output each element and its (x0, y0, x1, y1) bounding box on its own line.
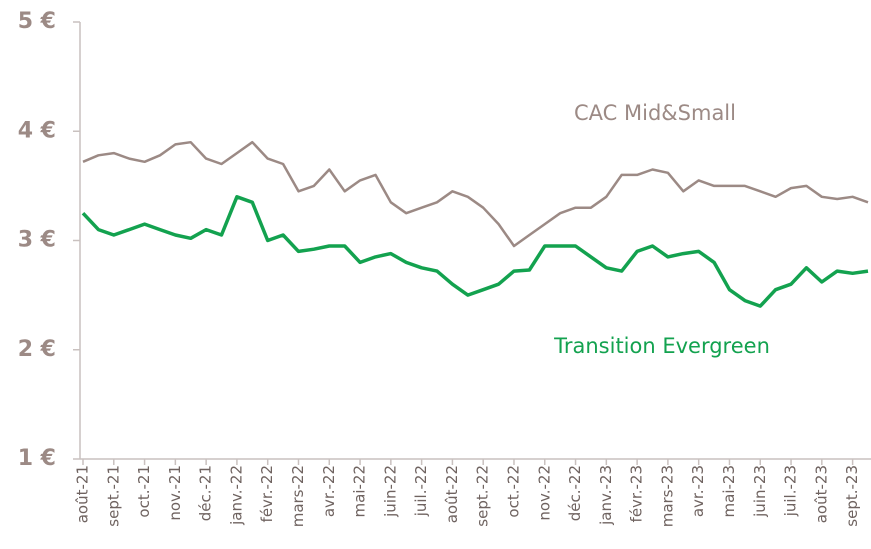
y-tick-label: 3 € (18, 228, 56, 253)
x-tick-label: févr.-23 (628, 465, 646, 522)
series-label: Transition Evergreen (553, 334, 770, 358)
x-tick-label: août-23 (812, 465, 830, 523)
x-tick-label: sept.-21 (104, 465, 122, 527)
x-tick-label: juil.-22 (412, 465, 430, 517)
x-tick-label: déc.-22 (566, 465, 584, 521)
x-tick-label: oct.-21 (135, 465, 153, 518)
series-line (81, 195, 869, 308)
x-tick-label: nov.-21 (166, 465, 184, 521)
x-tick-label: sept.-22 (474, 465, 492, 527)
x-tick-label: sept.-23 (843, 465, 861, 527)
x-tick-label: nov.-22 (535, 465, 553, 521)
x-tick-label: déc.-21 (197, 465, 215, 521)
x-tick-label: janv.-22 (227, 465, 245, 526)
x-tick-label: mars-23 (658, 465, 676, 527)
y-tick-label: 5 € (18, 9, 56, 34)
y-tick-label: 1 € (18, 446, 56, 471)
x-tick-label: mai-22 (351, 465, 369, 517)
y-tick-label: 2 € (18, 337, 56, 362)
x-tick-label: août-21 (74, 465, 92, 523)
x-tick-label: mai-23 (720, 465, 738, 517)
x-tick-label: juin-23 (751, 465, 769, 518)
series-label: CAC Mid&Small (574, 101, 736, 125)
x-tick-label: juil.-23 (782, 465, 800, 517)
x-tick-label: avr.-22 (320, 465, 338, 517)
series-line (82, 140, 869, 248)
x-tick-label: juin-22 (381, 465, 399, 518)
x-tick-label: avr.-23 (689, 465, 707, 517)
x-tick-label: janv.-23 (597, 465, 615, 526)
x-tick-label: févr.-22 (258, 465, 276, 522)
x-tick-label: août-22 (443, 465, 461, 523)
x-tick-label: oct.-22 (504, 465, 522, 518)
x-tick-label: mars-22 (289, 465, 307, 527)
y-tick-label: 4 € (18, 118, 56, 143)
